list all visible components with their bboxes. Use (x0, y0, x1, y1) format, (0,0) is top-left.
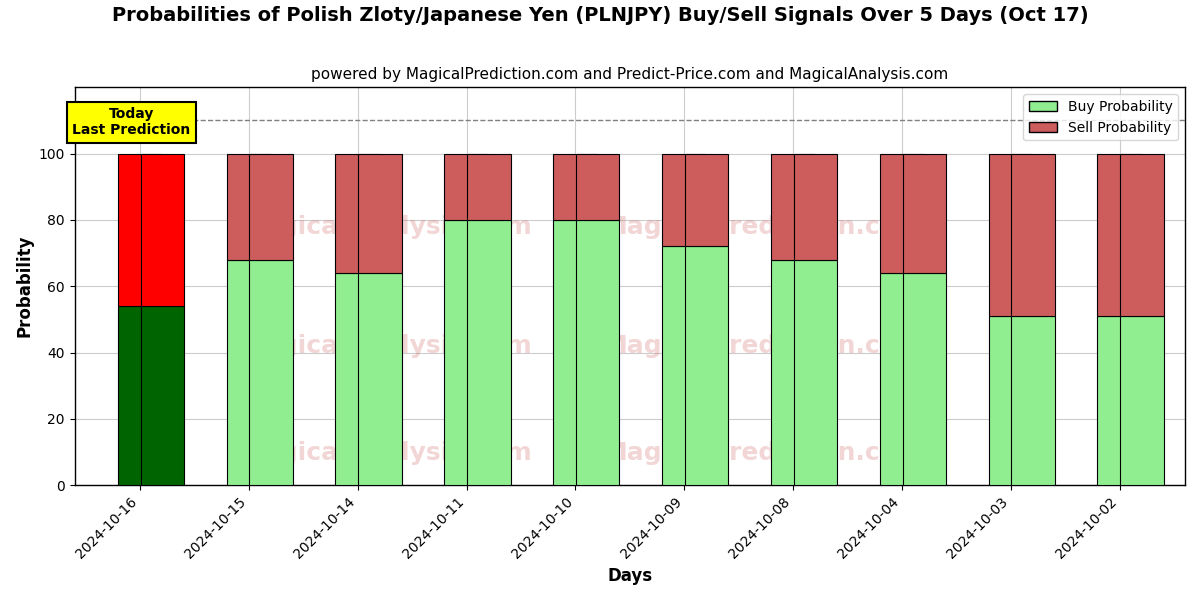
Bar (685, 154, 728, 247)
Text: MagicalAnalysis.com: MagicalAnalysis.com (239, 334, 533, 358)
Bar (227, 154, 270, 260)
Text: MagicalPrediction.com: MagicalPrediction.com (602, 334, 924, 358)
Bar (1121, 154, 1164, 316)
Bar (770, 154, 815, 260)
Bar (989, 316, 1032, 485)
Bar (902, 273, 946, 485)
Bar (335, 154, 379, 273)
Bar (1097, 316, 1141, 485)
Bar (467, 220, 511, 485)
Bar (227, 260, 270, 485)
Bar (793, 260, 838, 485)
Bar (467, 154, 511, 220)
Text: MagicalPrediction.com: MagicalPrediction.com (602, 442, 924, 466)
Bar (880, 273, 923, 485)
Bar (118, 306, 161, 485)
Text: Today
Last Prediction: Today Last Prediction (72, 107, 191, 137)
Bar (902, 154, 946, 273)
Y-axis label: Probability: Probability (16, 235, 34, 337)
Bar (1121, 316, 1164, 485)
Bar (1012, 154, 1055, 316)
Text: MagicalPrediction.com: MagicalPrediction.com (602, 215, 924, 239)
Bar (140, 306, 184, 485)
Bar (118, 154, 161, 306)
Bar (989, 154, 1032, 316)
Bar (576, 220, 619, 485)
Bar (140, 154, 184, 306)
Text: MagicalAnalysis.com: MagicalAnalysis.com (239, 442, 533, 466)
Bar (1012, 316, 1055, 485)
Legend: Buy Probability, Sell Probability: Buy Probability, Sell Probability (1024, 94, 1178, 140)
Bar (250, 154, 293, 260)
Bar (770, 260, 815, 485)
Bar (685, 247, 728, 485)
Bar (553, 154, 596, 220)
Bar (576, 154, 619, 220)
Bar (250, 260, 293, 485)
Text: MagicalAnalysis.com: MagicalAnalysis.com (239, 215, 533, 239)
Title: powered by MagicalPrediction.com and Predict-Price.com and MagicalAnalysis.com: powered by MagicalPrediction.com and Pre… (311, 67, 948, 82)
Bar (662, 154, 706, 247)
Bar (359, 273, 402, 485)
Bar (444, 220, 487, 485)
Bar (662, 247, 706, 485)
Text: Probabilities of Polish Zloty/Japanese Yen (PLNJPY) Buy/Sell Signals Over 5 Days: Probabilities of Polish Zloty/Japanese Y… (112, 6, 1088, 25)
Bar (880, 154, 923, 273)
Bar (444, 154, 487, 220)
Bar (1097, 154, 1141, 316)
Bar (335, 273, 379, 485)
Bar (793, 154, 838, 260)
Bar (359, 154, 402, 273)
X-axis label: Days: Days (607, 567, 653, 585)
Bar (553, 220, 596, 485)
